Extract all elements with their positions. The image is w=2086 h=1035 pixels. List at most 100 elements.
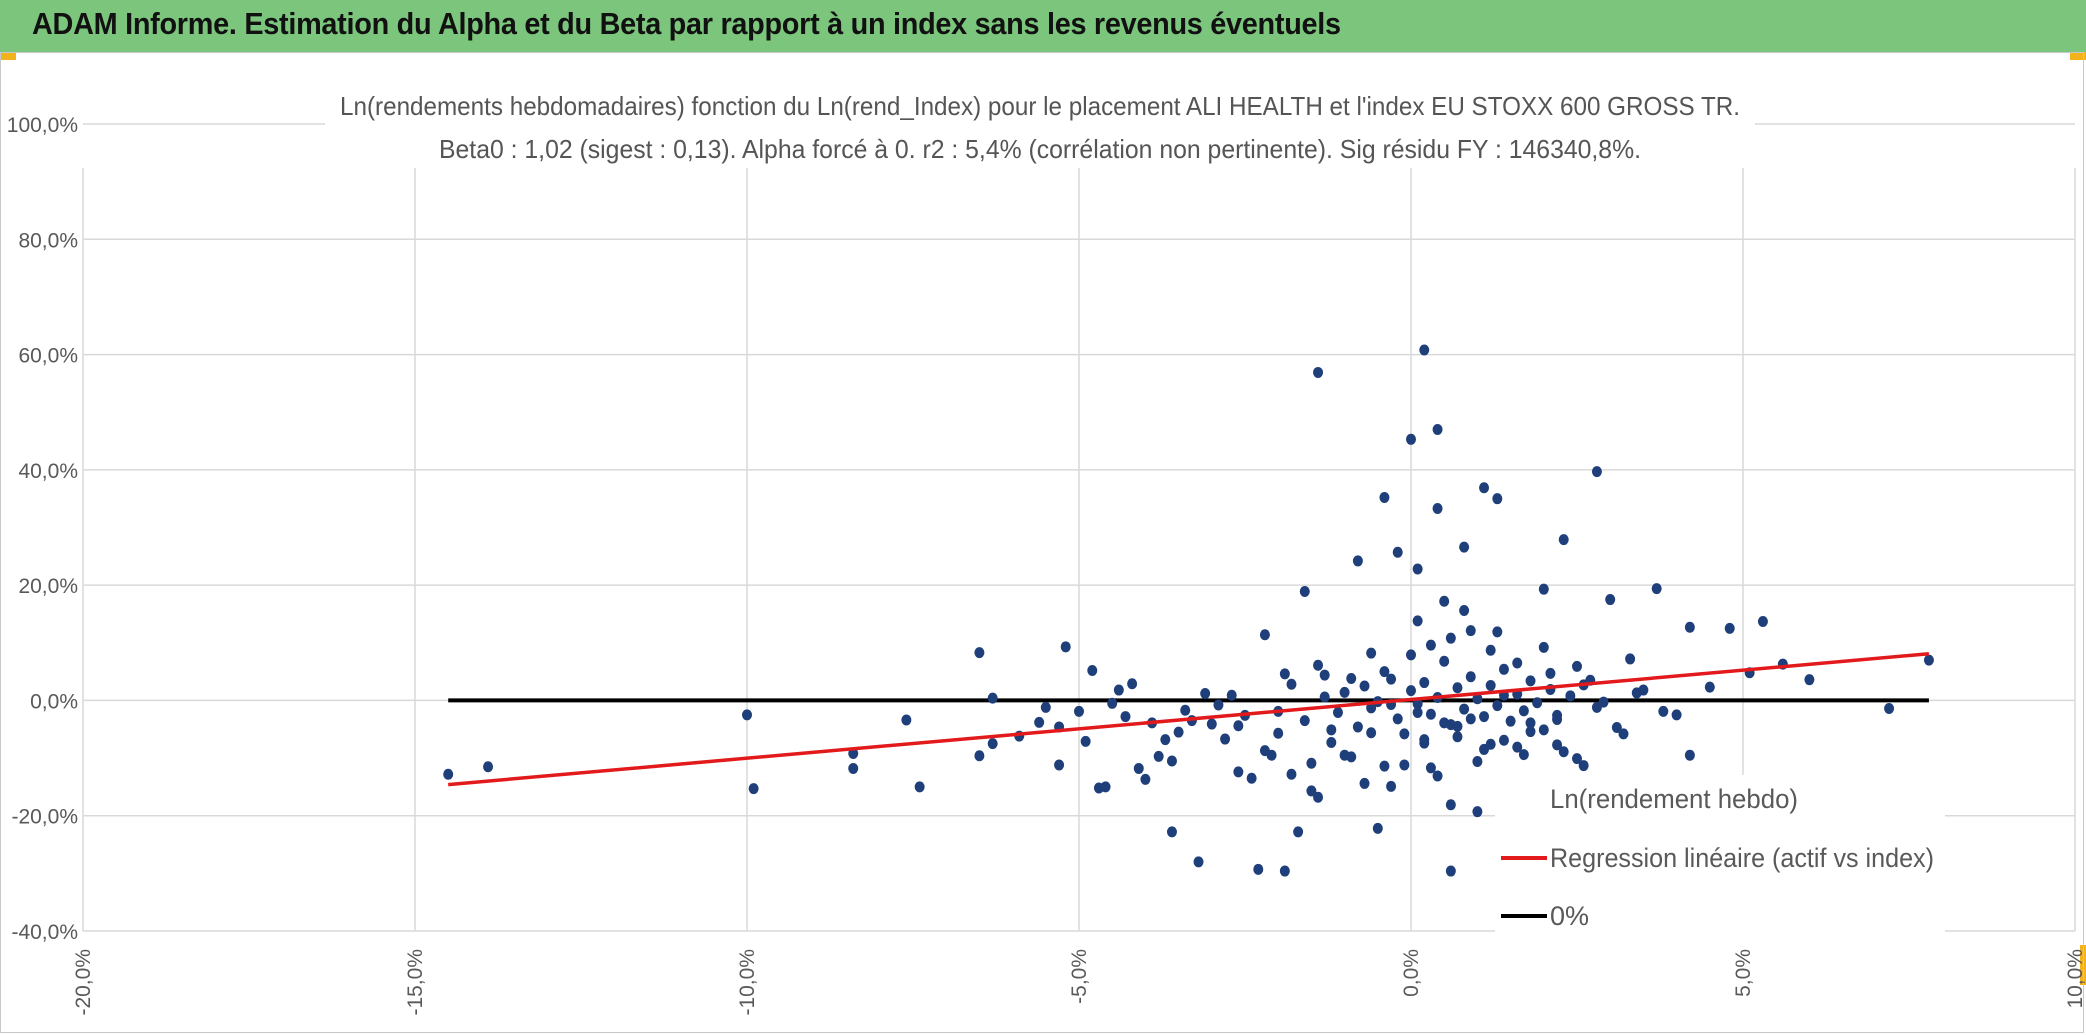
data-point [1459, 605, 1470, 617]
data-point [1379, 492, 1390, 504]
data-point [1379, 760, 1390, 772]
data-point [1273, 727, 1284, 739]
data-point [1479, 743, 1490, 755]
data-point [1459, 703, 1470, 715]
y-tick-label: 20,0% [18, 575, 78, 598]
x-tick-label: -10,0% [736, 949, 759, 1016]
data-point [1671, 709, 1682, 721]
data-point [1313, 659, 1324, 671]
data-point [1498, 663, 1509, 675]
data-point [1040, 701, 1051, 713]
data-point [1406, 649, 1416, 661]
data-point [1704, 681, 1715, 693]
data-point [1319, 669, 1330, 681]
data-point [1166, 755, 1177, 767]
data-point [1332, 707, 1343, 719]
data-point [1479, 711, 1490, 723]
data-point [1100, 781, 1111, 793]
data-point [1352, 721, 1363, 733]
data-point [1326, 724, 1337, 736]
data-point [1445, 799, 1456, 811]
data-point [1200, 688, 1211, 700]
chart-title: Ln(rendements hebdomadaires) fonction du… [340, 91, 1740, 121]
data-point [1591, 701, 1602, 713]
data-point [987, 692, 998, 704]
data-point [1419, 737, 1430, 749]
y-tick-label: -40,0% [11, 921, 78, 944]
data-point [1060, 641, 1071, 653]
data-point [1412, 615, 1423, 627]
data-point [1372, 822, 1383, 834]
data-point [1558, 534, 1569, 546]
data-point [1306, 785, 1317, 797]
data-point [1432, 502, 1443, 514]
data-point [1213, 699, 1224, 711]
data-point [1054, 759, 1065, 771]
chart-frame [0, 52, 2084, 1033]
y-tick-label: -20,0% [11, 806, 78, 829]
data-point [848, 762, 859, 774]
legend: Ln(rendement hebdo) Regression linéaire … [1495, 775, 1945, 940]
data-point [1259, 629, 1270, 641]
data-point [1651, 583, 1662, 595]
data-point [1618, 728, 1629, 740]
data-point [1472, 806, 1483, 818]
data-point [1439, 595, 1450, 607]
data-point [1352, 555, 1363, 567]
data-point [1386, 673, 1397, 685]
data-point [742, 709, 752, 721]
data-point [1452, 731, 1463, 743]
data-point [1359, 777, 1370, 789]
data-point [1319, 691, 1330, 703]
data-point [748, 783, 759, 795]
data-point [1279, 865, 1290, 877]
data-point [1392, 546, 1403, 558]
data-point [1074, 705, 1084, 717]
data-point [1140, 773, 1151, 785]
data-point [1492, 626, 1503, 638]
data-point [1479, 482, 1490, 494]
data-point [1279, 668, 1290, 680]
data-point [1253, 863, 1264, 875]
corner-mark-left [0, 52, 16, 60]
data-point [1412, 698, 1423, 710]
data-point [1259, 745, 1270, 757]
data-point [1445, 865, 1456, 877]
x-tick-label: -20,0% [72, 949, 95, 1016]
data-point [1339, 686, 1350, 698]
data-point [1611, 722, 1622, 734]
page-title: ADAM Informe. Estimation du Alpha et du … [32, 6, 1341, 41]
legend-label-zero: 0% [1550, 901, 1589, 931]
data-point [1180, 704, 1191, 716]
data-point [1153, 750, 1164, 762]
data-point [1572, 660, 1582, 672]
data-point [1545, 667, 1556, 679]
data-point [1525, 726, 1536, 738]
data-point [1366, 727, 1377, 739]
data-point [1379, 666, 1390, 678]
data-point [1080, 735, 1091, 747]
data-point [1107, 697, 1118, 709]
data-point [1359, 680, 1370, 692]
data-point [1591, 466, 1602, 478]
data-point [1127, 678, 1138, 690]
data-point [1558, 746, 1569, 758]
data-point [1299, 585, 1310, 597]
regression-layer [448, 651, 1930, 787]
data-point [1512, 741, 1523, 753]
data-point [1087, 664, 1098, 676]
y-tick-label: 0,0% [30, 690, 78, 713]
data-point [1684, 621, 1695, 633]
data-point [1465, 625, 1476, 637]
data-point [1445, 632, 1456, 644]
regression-line [448, 651, 1930, 787]
data-point [1193, 856, 1204, 868]
data-point [1412, 563, 1423, 575]
data-point [1804, 674, 1815, 686]
data-point [1684, 749, 1695, 761]
data-point [987, 738, 998, 750]
corner-mark-right [2070, 52, 2086, 60]
data-point [1313, 366, 1324, 378]
data-point [974, 647, 985, 659]
